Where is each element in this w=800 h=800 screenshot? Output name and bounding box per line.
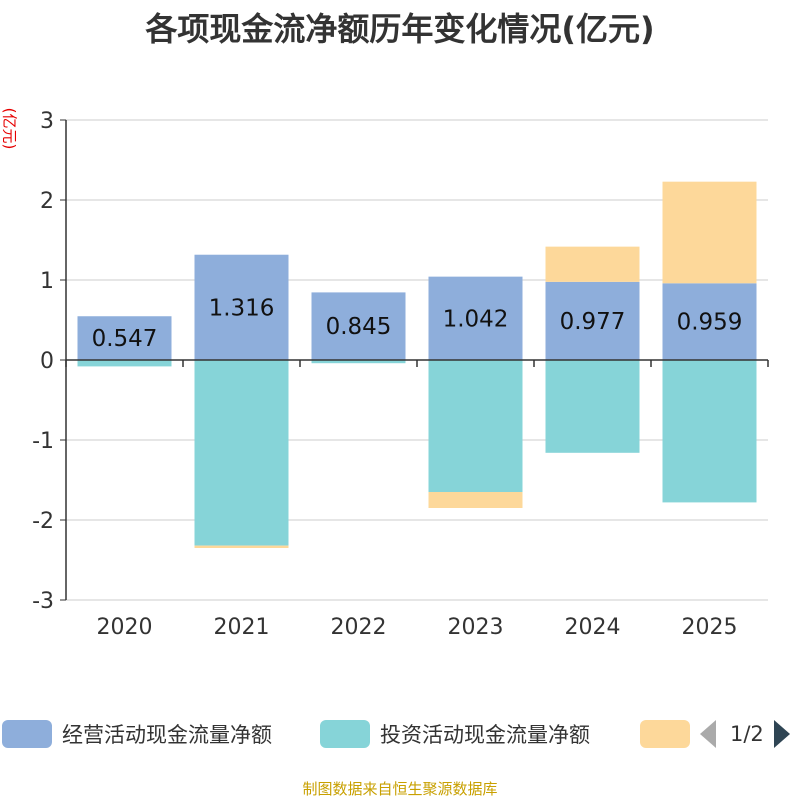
data-label-2022: 0.845 [326,314,392,340]
y-tick-label: 2 [40,189,54,214]
bar-financing-2024 [545,246,640,282]
bar-financing-2021 [194,545,289,548]
bar-financing-2025 [662,181,757,284]
legend-swatch-operating [2,720,52,748]
chart-title: 各项现金流净额历年变化情况(亿元) [145,10,655,48]
y-tick-label: -2 [32,509,54,534]
legend: 经营活动现金流量净额 投资活动现金流量净额 1/2 [0,716,800,752]
bar-investing-2020 [77,360,172,367]
legend-prev-page-icon[interactable] [700,720,716,748]
legend-next-page-icon[interactable] [773,720,790,748]
bar-operating-2020 [77,316,172,360]
y-tick-label: 1 [40,269,54,294]
data-label-2020: 0.547 [92,326,158,352]
source-note: 制图数据来自恒生聚源数据库 [302,780,498,798]
bar-operating-2021 [194,254,289,360]
bar-investing-2023 [428,360,523,492]
y-tick-label: 0 [40,349,54,374]
x-tick-label: 2022 [331,615,387,640]
legend-label-operating: 经营活动现金流量净额 [62,723,272,747]
legend-label-investing: 投资活动现金流量净额 [380,723,590,747]
y-tick-label: -3 [32,589,54,614]
legend-page-indicator: 1/2 [730,722,764,746]
bar-operating-2024 [545,281,640,360]
y-tick-label: -1 [32,429,54,454]
bar-investing-2021 [194,360,289,546]
data-label-2024: 0.977 [560,309,626,335]
legend-swatch-investing [320,720,370,748]
x-tick-label: 2023 [448,615,504,640]
bar-financing-2023 [428,492,523,508]
x-tick-label: 2020 [97,615,153,640]
bar-investing-2022 [311,360,406,364]
data-label-2025: 0.959 [677,310,743,336]
bar-operating-2023 [428,276,523,360]
x-tick-label: 2025 [682,615,738,640]
legend-item-investing[interactable]: 投资活动现金流量净额 [320,716,590,752]
legend-pager: 1/2 [700,716,790,752]
x-tick-label: 2024 [565,615,621,640]
x-tick-label: 2021 [214,615,270,640]
chart-plot: 3 2 1 0 -1 -2 -3 0.547 1.316 0.845 1.042 0.977 0.959… [32,109,769,640]
bar-operating-2025 [662,283,757,360]
legend-swatch-financing [640,720,690,748]
legend-item-financing[interactable] [640,716,700,752]
bar-investing-2025 [662,360,757,503]
bar-operating-2022 [311,292,406,360]
legend-item-operating[interactable]: 经营活动现金流量净额 [2,716,272,752]
data-label-2023: 1.042 [443,306,509,332]
bar-investing-2024 [545,360,640,453]
y-tick-label: 3 [40,109,54,134]
data-label-2021: 1.316 [209,295,275,321]
